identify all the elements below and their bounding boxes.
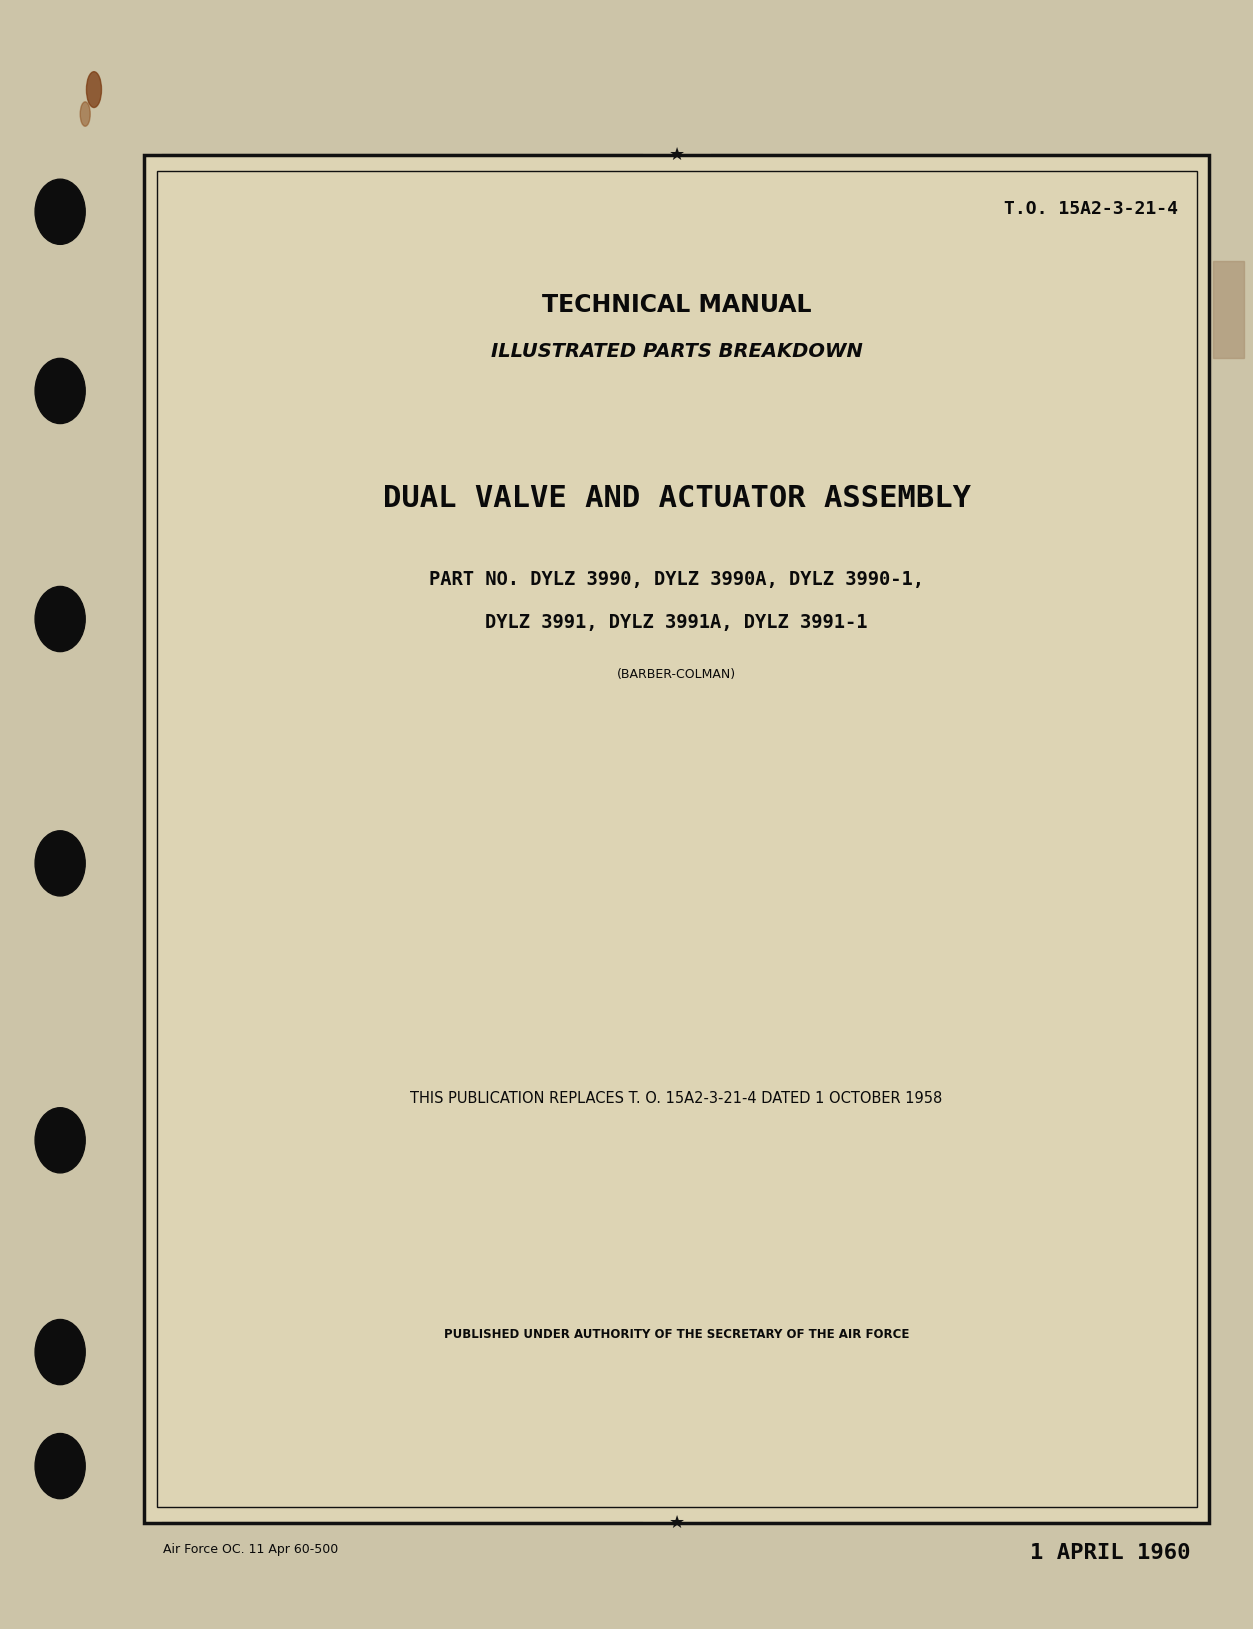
Circle shape xyxy=(35,358,85,424)
Circle shape xyxy=(35,586,85,652)
Text: THIS PUBLICATION REPLACES T. O. 15A2-3-21-4 DATED 1 OCTOBER 1958: THIS PUBLICATION REPLACES T. O. 15A2-3-2… xyxy=(411,1091,942,1106)
Circle shape xyxy=(35,179,85,244)
Text: (BARBER-COLMAN): (BARBER-COLMAN) xyxy=(616,668,737,681)
Bar xyxy=(144,155,1209,1523)
Text: TECHNICAL MANUAL: TECHNICAL MANUAL xyxy=(541,293,812,318)
Bar xyxy=(157,171,1197,1507)
Bar xyxy=(1213,261,1244,358)
Text: PUBLISHED UNDER AUTHORITY OF THE SECRETARY OF THE AIR FORCE: PUBLISHED UNDER AUTHORITY OF THE SECRETA… xyxy=(444,1328,910,1341)
Text: ILLUSTRATED PARTS BREAKDOWN: ILLUSTRATED PARTS BREAKDOWN xyxy=(491,342,862,362)
Text: Air Force OC. 11 Apr 60-500: Air Force OC. 11 Apr 60-500 xyxy=(163,1543,338,1556)
Text: ★: ★ xyxy=(669,145,684,165)
Text: ★: ★ xyxy=(669,1513,684,1533)
Ellipse shape xyxy=(80,103,90,127)
Bar xyxy=(144,155,1209,1523)
Ellipse shape xyxy=(86,72,101,108)
Circle shape xyxy=(35,1434,85,1499)
Circle shape xyxy=(35,1319,85,1385)
Text: DUAL VALVE AND ACTUATOR ASSEMBLY: DUAL VALVE AND ACTUATOR ASSEMBLY xyxy=(382,484,971,513)
Text: 1 APRIL 1960: 1 APRIL 1960 xyxy=(1030,1543,1190,1562)
Text: PART NO. DYLZ 3990, DYLZ 3990A, DYLZ 3990-1,: PART NO. DYLZ 3990, DYLZ 3990A, DYLZ 399… xyxy=(429,570,925,590)
Circle shape xyxy=(35,1108,85,1173)
Text: DYLZ 3991, DYLZ 3991A, DYLZ 3991-1: DYLZ 3991, DYLZ 3991A, DYLZ 3991-1 xyxy=(485,613,868,632)
Text: T.O. 15A2-3-21-4: T.O. 15A2-3-21-4 xyxy=(1004,200,1178,218)
Circle shape xyxy=(35,831,85,896)
